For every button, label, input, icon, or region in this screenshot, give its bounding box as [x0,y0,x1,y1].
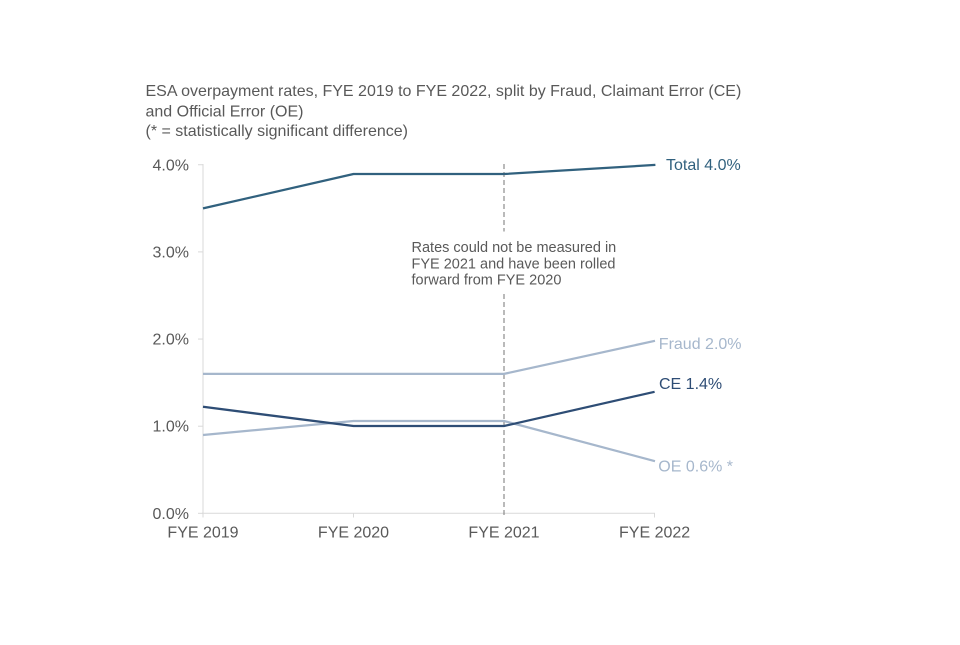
svg-text:forward from FYE 2020: forward from FYE 2020 [412,273,562,289]
svg-text:Rates could not be measured in: Rates could not be measured in [412,240,617,256]
svg-text:FYE 2021 and have been rolled: FYE 2021 and have been rolled [412,256,616,272]
svg-text:FYE 2022: FYE 2022 [619,525,690,542]
svg-text:FYE 2020: FYE 2020 [318,525,389,542]
svg-text:and Official Error (OE): and Official Error (OE) [146,103,304,120]
svg-text:1.0%: 1.0% [153,419,189,436]
svg-text:Fraud 2.0%: Fraud 2.0% [659,336,742,353]
svg-text:4.0%: 4.0% [153,157,189,174]
svg-text:FYE 2021: FYE 2021 [468,525,539,542]
svg-text:FYE 2019: FYE 2019 [167,525,238,542]
svg-text:CE 1.4%: CE 1.4% [659,376,722,393]
svg-text:0.0%: 0.0% [153,506,189,523]
svg-text:2.0%: 2.0% [153,332,189,349]
svg-text:Total 4.0%: Total 4.0% [666,157,741,174]
svg-text:OE 0.6% *: OE 0.6% * [658,459,733,476]
svg-text:3.0%: 3.0% [153,244,189,261]
svg-text:ESA overpayment rates, FYE 201: ESA overpayment rates, FYE 2019 to FYE 2… [146,83,742,100]
svg-text:(* = statistically significant: (* = statistically significant differenc… [146,123,408,140]
